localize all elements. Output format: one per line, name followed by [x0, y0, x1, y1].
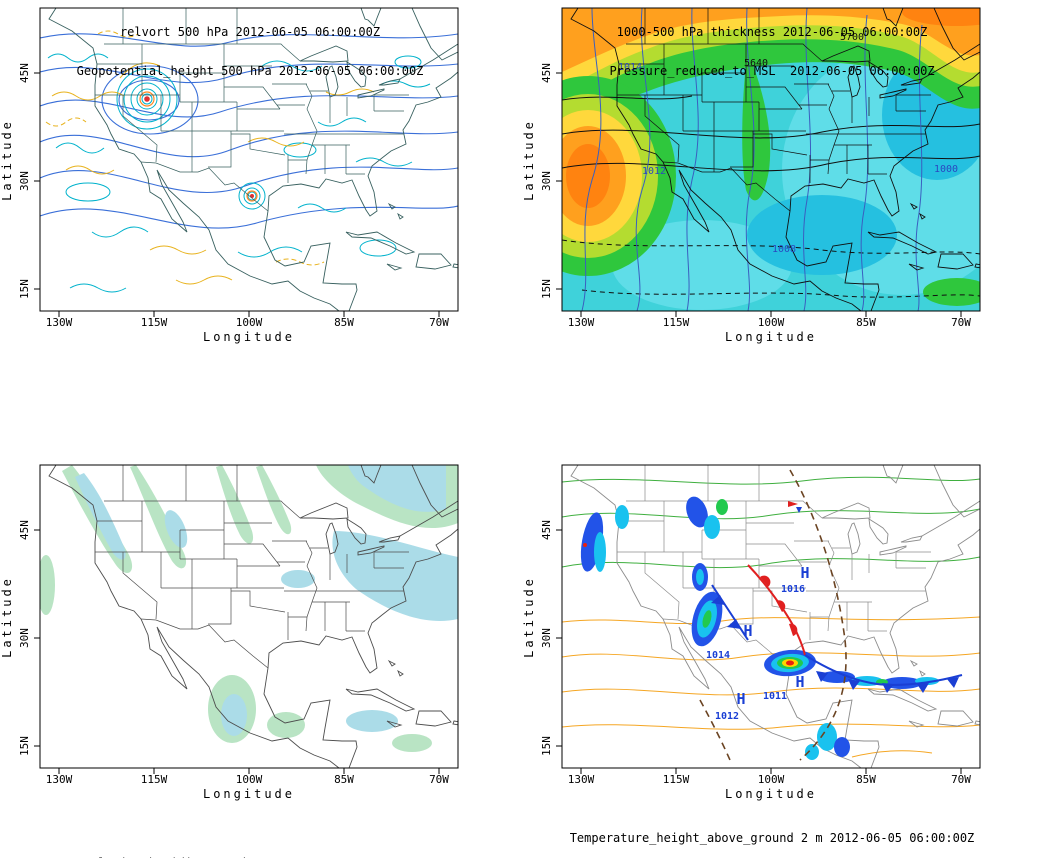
y-tick: 45N	[18, 520, 31, 540]
caption-surface-composite: Temperature_height_above_ground 2 m 2012…	[522, 806, 1022, 858]
axis-ticks	[34, 72, 440, 317]
x-axis-label: Longitude	[725, 787, 817, 801]
humidity-filled-contours	[40, 465, 458, 752]
high-symbol: H	[743, 622, 752, 640]
thickness-label: 5700	[840, 32, 864, 43]
x-tick: 100W	[758, 773, 785, 786]
panel-relvort-height: 130W 115W 100W 85W 70W 45N 30N 15N Longi…	[0, 0, 520, 350]
y-tick: 45N	[18, 63, 31, 83]
cold-front	[711, 507, 963, 693]
contour-value-labels: 1014 1012 1008 1000 5640 5700	[618, 32, 958, 255]
vorticity-contours-cyan	[47, 53, 431, 293]
caption-line: Relative_humidity 700 hPa 2012-06-05 06:…	[0, 857, 500, 858]
x-tick: 100W	[236, 316, 263, 329]
y-tick: 15N	[540, 736, 553, 756]
axis-ticks	[34, 529, 440, 774]
y-axis-label: Latitude	[522, 119, 536, 201]
caption-line: 1000-500 hPa thickness 2012-06-05 06:00:…	[616, 25, 928, 39]
x-axis-label: Longitude	[203, 330, 295, 344]
thickness-label: 5640	[744, 58, 768, 69]
x-tick: 85W	[334, 316, 354, 329]
geopotential-height-contours	[40, 33, 458, 229]
y-tick: 15N	[18, 736, 31, 756]
caption-line: relvort 500 hPa 2012-06-05 06:00:00Z	[119, 25, 381, 39]
y-axis-label: Latitude	[522, 576, 536, 658]
x-tick: 70W	[951, 773, 971, 786]
x-tick: 85W	[856, 316, 876, 329]
x-tick: 85W	[856, 773, 876, 786]
high-symbol: H	[736, 690, 745, 708]
y-tick: 30N	[18, 628, 31, 648]
caption-relative-humidity: Relative_humidity 700 hPa 2012-06-05 06:…	[0, 831, 500, 858]
mslp-label: 1000	[934, 164, 958, 175]
thickness-filled-contours	[562, 8, 980, 311]
y-tick: 30N	[540, 628, 553, 648]
y-axis-label: Latitude	[0, 119, 14, 201]
x-tick: 115W	[141, 773, 168, 786]
high-value: 1014	[706, 650, 730, 661]
vorticity-maxima	[139, 91, 258, 202]
panel-thickness-mslp: 1014 1012 1008 1000 5640 5700 130W 115W	[522, 0, 1042, 350]
y-axis-label: Latitude	[0, 576, 14, 658]
high-symbol: H	[795, 673, 804, 691]
trough-lines	[699, 469, 847, 761]
x-tick: 100W	[236, 773, 263, 786]
y-tick: 15N	[18, 279, 31, 299]
x-tick: 115W	[141, 316, 168, 329]
x-tick: 115W	[663, 773, 690, 786]
x-axis-label: Longitude	[725, 330, 817, 344]
x-tick: 130W	[568, 773, 595, 786]
axis-tick-labels: 130W 115W 100W 85W 70W 45N 30N 15N	[18, 520, 449, 786]
x-tick: 85W	[334, 773, 354, 786]
x-tick: 130W	[568, 316, 595, 329]
x-tick: 130W	[46, 773, 73, 786]
panel-relative-humidity: 130W 115W 100W 85W 70W 45N 30N 15N Longi…	[0, 457, 520, 807]
caption-line: Geopotential_height 500 hPa 2012-06-05 0…	[76, 64, 424, 78]
warm-front	[747, 501, 806, 656]
y-tick: 30N	[18, 171, 31, 191]
caption-relvort-height: relvort 500 hPa 2012-06-05 06:00:00Z Geo…	[0, 0, 500, 104]
y-tick: 45N	[540, 520, 553, 540]
x-tick: 100W	[758, 316, 785, 329]
axis-tick-labels: 130W 115W 100W 85W 70W 45N 30N 15N	[540, 520, 971, 786]
x-tick: 130W	[46, 316, 73, 329]
mslp-label: 1012	[642, 166, 666, 177]
y-tick: 45N	[540, 63, 553, 83]
x-tick: 70W	[429, 773, 449, 786]
coastline-map	[570, 465, 980, 768]
x-tick: 115W	[663, 316, 690, 329]
x-axis-label: Longitude	[203, 787, 295, 801]
temperature-contours-orange	[562, 616, 980, 758]
caption-thickness-mslp: 1000-500 hPa thickness 2012-06-05 06:00:…	[522, 0, 1022, 104]
mslp-label: 1014	[618, 62, 642, 73]
axis-tick-labels: 130W 115W 100W 85W 70W 45N 30N 15N	[18, 63, 449, 329]
x-tick: 70W	[951, 316, 971, 329]
axis-ticks	[556, 529, 962, 774]
y-tick: 15N	[540, 279, 553, 299]
caption-line: Temperature_height_above_ground 2 m 2012…	[569, 831, 975, 845]
mslp-label: 1008	[772, 244, 796, 255]
high-pressure-markers: H 1016 H 1014 H 1011 H 1012	[706, 564, 810, 722]
axis-ticks	[556, 72, 962, 317]
precipitation-blobs	[580, 496, 939, 760]
high-value: 1012	[715, 711, 739, 722]
mslp-contours	[581, 8, 923, 311]
high-value: 1016	[781, 584, 805, 595]
high-value: 1011	[763, 691, 787, 702]
x-tick: 70W	[429, 316, 449, 329]
y-tick: 30N	[540, 171, 553, 191]
caption-line: Pressure_reduced_to_MSL 2012-06-05 06:00…	[609, 64, 935, 78]
axis-tick-labels: 130W 115W 100W 85W 70W 45N 30N 15N	[540, 63, 971, 329]
high-symbol: H	[800, 564, 809, 582]
panel-surface-composite: H 1016 H 1014 H 1011 H 1012 130W	[522, 457, 1042, 807]
